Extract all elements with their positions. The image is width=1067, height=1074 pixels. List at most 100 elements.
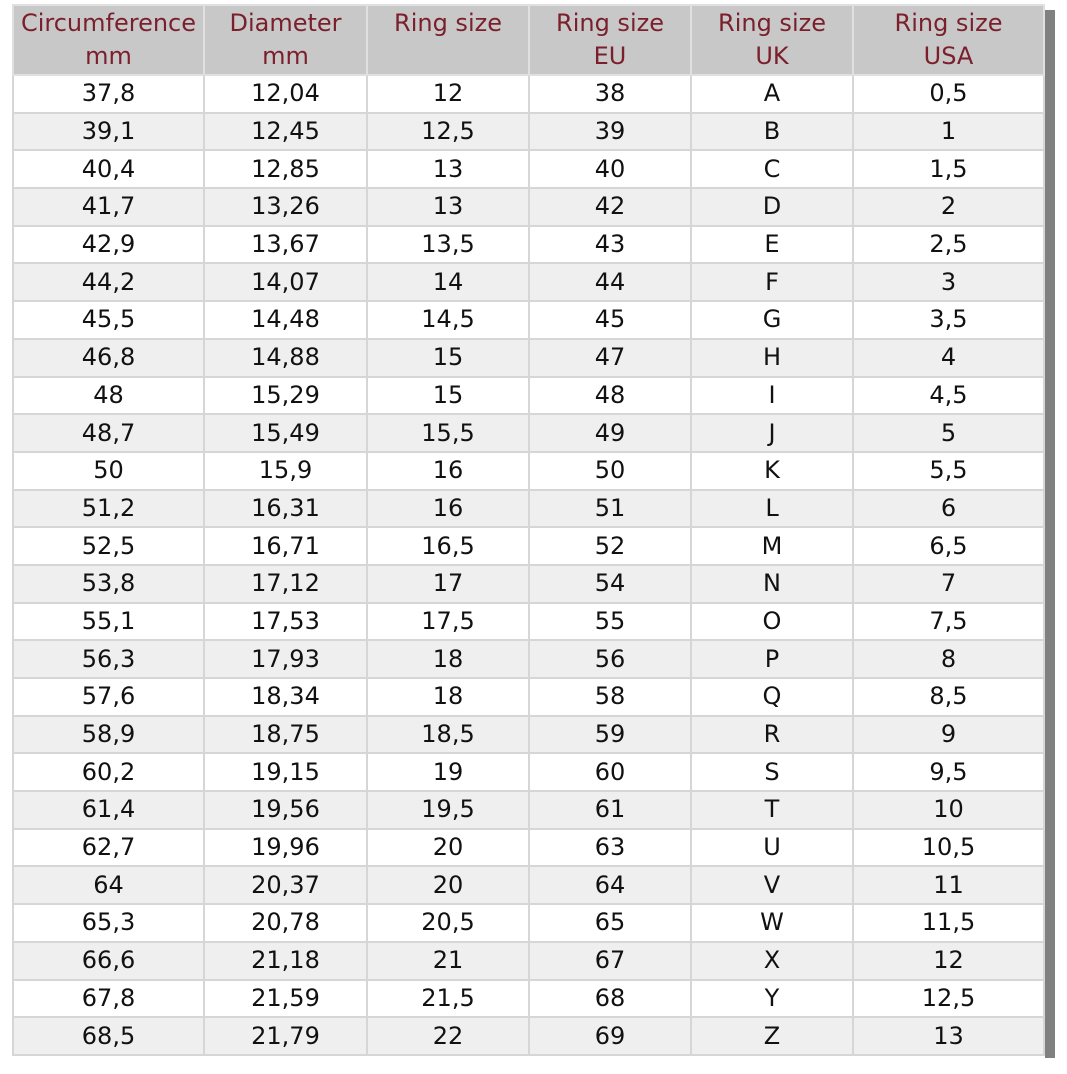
table-cell: 8 (852, 639, 1045, 679)
table-row: 50 15,9 16 50 K 5,5 (12, 450, 1045, 491)
table-cell: 39,1 (12, 111, 205, 152)
column-header-line: EU (593, 42, 627, 70)
table-cell: 19 (366, 752, 530, 793)
table-cell: 46,8 (12, 337, 205, 378)
column-header-line: USA (923, 42, 974, 70)
table-cell: 21,59 (203, 978, 368, 1019)
table-cell: 16 (366, 450, 530, 491)
table-cell: 38 (528, 74, 692, 114)
column-header: Ring size EU (528, 4, 692, 76)
table-cell: 20,78 (203, 903, 368, 943)
table-cell: L (690, 488, 854, 529)
table-cell: 15,9 (203, 450, 368, 491)
table-row: 44,2 14,07 14 44 F 3 (12, 262, 1045, 303)
table-cell: 5 (852, 413, 1045, 453)
table-cell: 12,04 (203, 74, 368, 114)
table-cell: A (690, 74, 854, 114)
column-header-line (368, 40, 528, 73)
table-cell: 40,4 (12, 149, 205, 190)
table-cell: 39 (528, 111, 692, 152)
table-cell: 16,5 (366, 526, 530, 566)
table-cell: 12,5 (366, 111, 530, 152)
table-cell: 19,56 (203, 790, 368, 830)
table-cell: 61 (528, 790, 692, 830)
table-row: 58,9 18,75 18,5 59 R 9 (12, 714, 1045, 755)
table-cell: D (690, 187, 854, 227)
column-header-line: mm (262, 42, 309, 70)
table-row: 68,5 21,79 22 69 Z 13 (12, 1016, 1045, 1056)
table-cell: 0,5 (852, 74, 1045, 114)
table-cell: 8,5 (852, 677, 1045, 717)
table-cell: B (690, 111, 854, 152)
table-cell: 42,9 (12, 224, 205, 265)
column-header-line: Diameter (229, 9, 342, 37)
table-cell: 63 (528, 827, 692, 868)
table-cell: 62,7 (12, 827, 205, 868)
table-cell: 15 (366, 337, 530, 378)
column-header: Ring size UK (690, 4, 854, 76)
column-header-line: Ring size (394, 9, 502, 37)
table-cell: 40 (528, 149, 692, 190)
table-row: 57,6 18,34 18 58 Q 8,5 (12, 677, 1045, 717)
table-cell: 9 (852, 714, 1045, 755)
table-cell: 21,5 (366, 978, 530, 1019)
table-cell: 53,8 (12, 563, 205, 604)
table-cell: 11,5 (852, 903, 1045, 943)
table-cell: 10,5 (852, 827, 1045, 868)
table-cell: K (690, 450, 854, 491)
column-header: Ring size (366, 4, 530, 76)
column-header-line: UK (755, 42, 789, 70)
table-cell: 49 (528, 413, 692, 453)
table-cell: 20 (366, 827, 530, 868)
table-cell: V (690, 865, 854, 906)
table-cell: 21 (366, 940, 530, 981)
table-cell: 2 (852, 187, 1045, 227)
table-cell: 3 (852, 262, 1045, 303)
table-cell: 68 (528, 978, 692, 1019)
table-cell: Z (690, 1016, 854, 1056)
table-cell: 51 (528, 488, 692, 529)
table-cell: W (690, 903, 854, 943)
table-cell: 48 (528, 375, 692, 416)
table-cell: 68,5 (12, 1016, 205, 1056)
table-cell: 37,8 (12, 74, 205, 114)
table-row: 55,1 17,53 17,5 55 O 7,5 (12, 601, 1045, 642)
table-cell: 51,2 (12, 488, 205, 529)
table-cell: 61,4 (12, 790, 205, 830)
table-cell: 64 (528, 865, 692, 906)
table-row: 62,7 19,96 20 63 U 10,5 (12, 827, 1045, 868)
table-row: 64 20,37 20 64 V 11 (12, 865, 1045, 906)
table-cell: 7,5 (852, 601, 1045, 642)
table-cell: M (690, 526, 854, 566)
table-cell: 52 (528, 526, 692, 566)
table-cell: 13,67 (203, 224, 368, 265)
table-row: 61,4 19,56 19,5 61 T 10 (12, 790, 1045, 830)
column-header-line: Ring size (556, 9, 664, 37)
column-header-line: Circumference (20, 9, 197, 37)
column-header-line: Ring size (718, 9, 826, 37)
column-header: Ring size USA (852, 4, 1045, 76)
table-cell: 19,15 (203, 752, 368, 793)
table-cell: 20,5 (366, 903, 530, 943)
table-cell: 56,3 (12, 639, 205, 679)
table-cell: 12,85 (203, 149, 368, 190)
table-cell: 43 (528, 224, 692, 265)
table-row: 67,8 21,59 21,5 68 Y 12,5 (12, 978, 1045, 1019)
table-row: 46,8 14,88 15 47 H 4 (12, 337, 1045, 378)
table-cell: 2,5 (852, 224, 1045, 265)
table-row: 53,8 17,12 17 54 N 7 (12, 563, 1045, 604)
table-cell: 50 (528, 450, 692, 491)
table-cell: 69 (528, 1016, 692, 1056)
table-cell: 67,8 (12, 978, 205, 1019)
table-cell: 12 (366, 74, 530, 114)
table-cell: 67 (528, 940, 692, 981)
table-cell: 12 (852, 940, 1045, 981)
table-cell: 42 (528, 187, 692, 227)
table-row: 48 15,29 15 48 I 4,5 (12, 375, 1045, 416)
table-row: 45,5 14,48 14,5 45 G 3,5 (12, 300, 1045, 340)
table-cell: 19,96 (203, 827, 368, 868)
table-cell: 18 (366, 677, 530, 717)
table-row: 42,9 13,67 13,5 43 E 2,5 (12, 224, 1045, 265)
table-cell: 1,5 (852, 149, 1045, 190)
table-cell: C (690, 149, 854, 190)
